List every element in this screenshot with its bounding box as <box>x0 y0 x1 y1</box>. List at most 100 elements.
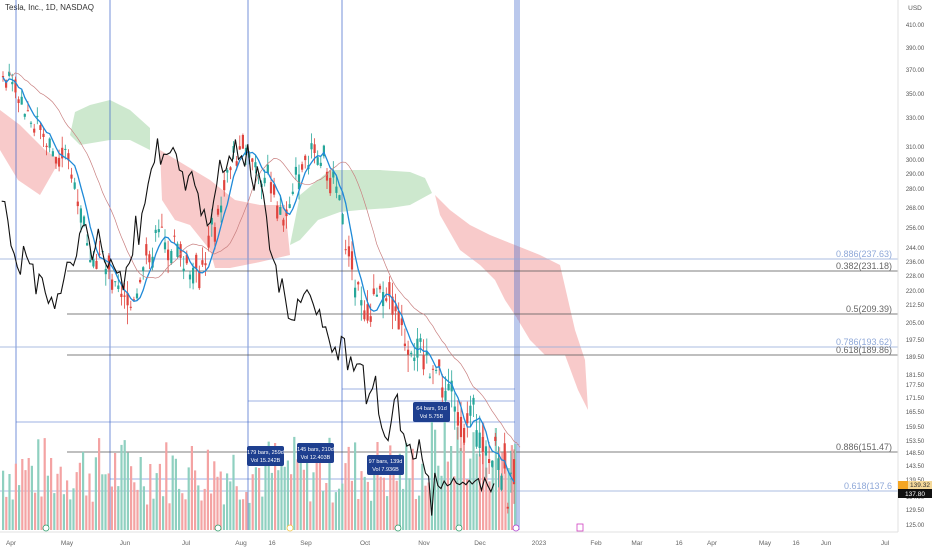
volume-bar <box>408 478 411 530</box>
volume-bar <box>392 467 395 530</box>
candle-body <box>503 443 506 469</box>
candle-body <box>251 158 254 162</box>
time-tick: Mar <box>631 540 643 547</box>
volume-bar <box>238 499 241 530</box>
candle-body <box>148 254 151 263</box>
volume-bar <box>306 443 309 530</box>
candle-body <box>456 412 459 426</box>
volume-bar <box>117 486 120 530</box>
volume-bar <box>50 458 53 530</box>
volume-bar <box>363 476 366 530</box>
candle-body <box>481 437 484 452</box>
volume-bar <box>347 446 350 530</box>
candle-body <box>64 148 67 150</box>
candle-body <box>450 380 453 392</box>
price-tick: 220.00 <box>906 289 925 295</box>
volume-bar <box>229 481 232 530</box>
volume-bar <box>296 459 299 530</box>
volume-bar <box>14 463 17 530</box>
event-marker <box>512 524 520 532</box>
volume-bar <box>389 445 392 530</box>
candle-body <box>29 122 33 124</box>
candle-body <box>226 170 229 173</box>
candle-body <box>494 436 497 441</box>
volume-bar <box>27 458 30 530</box>
candle-body <box>48 138 51 148</box>
volume-bar <box>411 448 414 530</box>
volume-bar <box>360 471 363 530</box>
fib-label: 0.5(209.39) <box>846 304 892 314</box>
candle-body <box>282 219 285 226</box>
fib-label: 0.886(151.47) <box>836 442 892 452</box>
price-tick: 310.00 <box>906 145 925 151</box>
volume-bar <box>315 458 318 530</box>
volume-bar <box>395 480 398 530</box>
candle-body <box>14 79 17 93</box>
annotation-line1: 179 bars, 259d <box>247 450 284 456</box>
volume-bar <box>350 480 353 530</box>
volume-bar <box>126 452 129 530</box>
candle-body <box>167 249 170 261</box>
volume-bar <box>453 476 456 530</box>
time-tick: Apr <box>6 540 17 547</box>
volume-bar <box>200 500 203 530</box>
volume-bar <box>283 466 286 530</box>
candle-body <box>500 475 503 490</box>
volume-bar <box>158 463 161 530</box>
volume-bar <box>341 483 344 530</box>
candle-body <box>198 271 201 289</box>
price-tick: 370.00 <box>906 68 925 74</box>
volume-bar <box>206 449 209 530</box>
time-tick: Oct <box>360 540 370 547</box>
annotation-line2: Vol 12.403B <box>301 455 331 461</box>
volume-bar <box>242 499 245 530</box>
volume-bar <box>203 488 206 530</box>
volume-bar <box>302 469 305 530</box>
volume-bar <box>24 470 27 530</box>
candle-body <box>238 146 241 150</box>
volume-bar <box>62 494 65 530</box>
candle-body <box>39 125 42 130</box>
candle-body <box>145 244 148 256</box>
candle-body <box>459 416 463 438</box>
candle-body <box>182 268 185 272</box>
candle-body <box>142 267 145 271</box>
candle-body <box>176 243 179 257</box>
price-tick: 159.50 <box>906 425 925 431</box>
price-tick: 330.00 <box>906 116 925 122</box>
candle-body <box>117 285 120 289</box>
price-tick: 171.50 <box>906 396 925 402</box>
candle-body <box>266 164 269 174</box>
volume-bar <box>30 465 33 530</box>
price-tick: 177.50 <box>906 383 925 389</box>
candle-body <box>419 338 422 342</box>
volume-bar <box>414 499 417 530</box>
volume-bar <box>210 493 213 530</box>
candle-body <box>478 432 481 448</box>
volume-bar <box>46 475 49 530</box>
candle-body <box>42 133 45 137</box>
volume-bar <box>424 485 427 530</box>
annotation-line1: 97 bars, 139d <box>369 459 403 465</box>
cloud-bear-2 <box>160 150 290 268</box>
base-line <box>8 71 521 448</box>
price-tick: 280.00 <box>906 187 925 193</box>
annotation-line1: 145 bars, 210d <box>297 447 334 453</box>
candle-body <box>378 285 382 290</box>
candle-body <box>98 253 101 255</box>
candle-body <box>79 208 82 223</box>
candle-body <box>135 293 139 299</box>
currency-label: USD <box>908 5 922 12</box>
volume-bar <box>405 442 408 530</box>
volume-bar <box>373 473 376 530</box>
price-tick: 300.00 <box>906 158 925 164</box>
volume-bar <box>162 496 165 530</box>
candle-body <box>54 156 58 164</box>
volume-bar <box>386 496 389 530</box>
event-marker <box>214 524 222 532</box>
time-tick: Jun <box>821 540 832 547</box>
price-tick: 236.00 <box>906 260 925 266</box>
volume-bar <box>370 500 373 530</box>
